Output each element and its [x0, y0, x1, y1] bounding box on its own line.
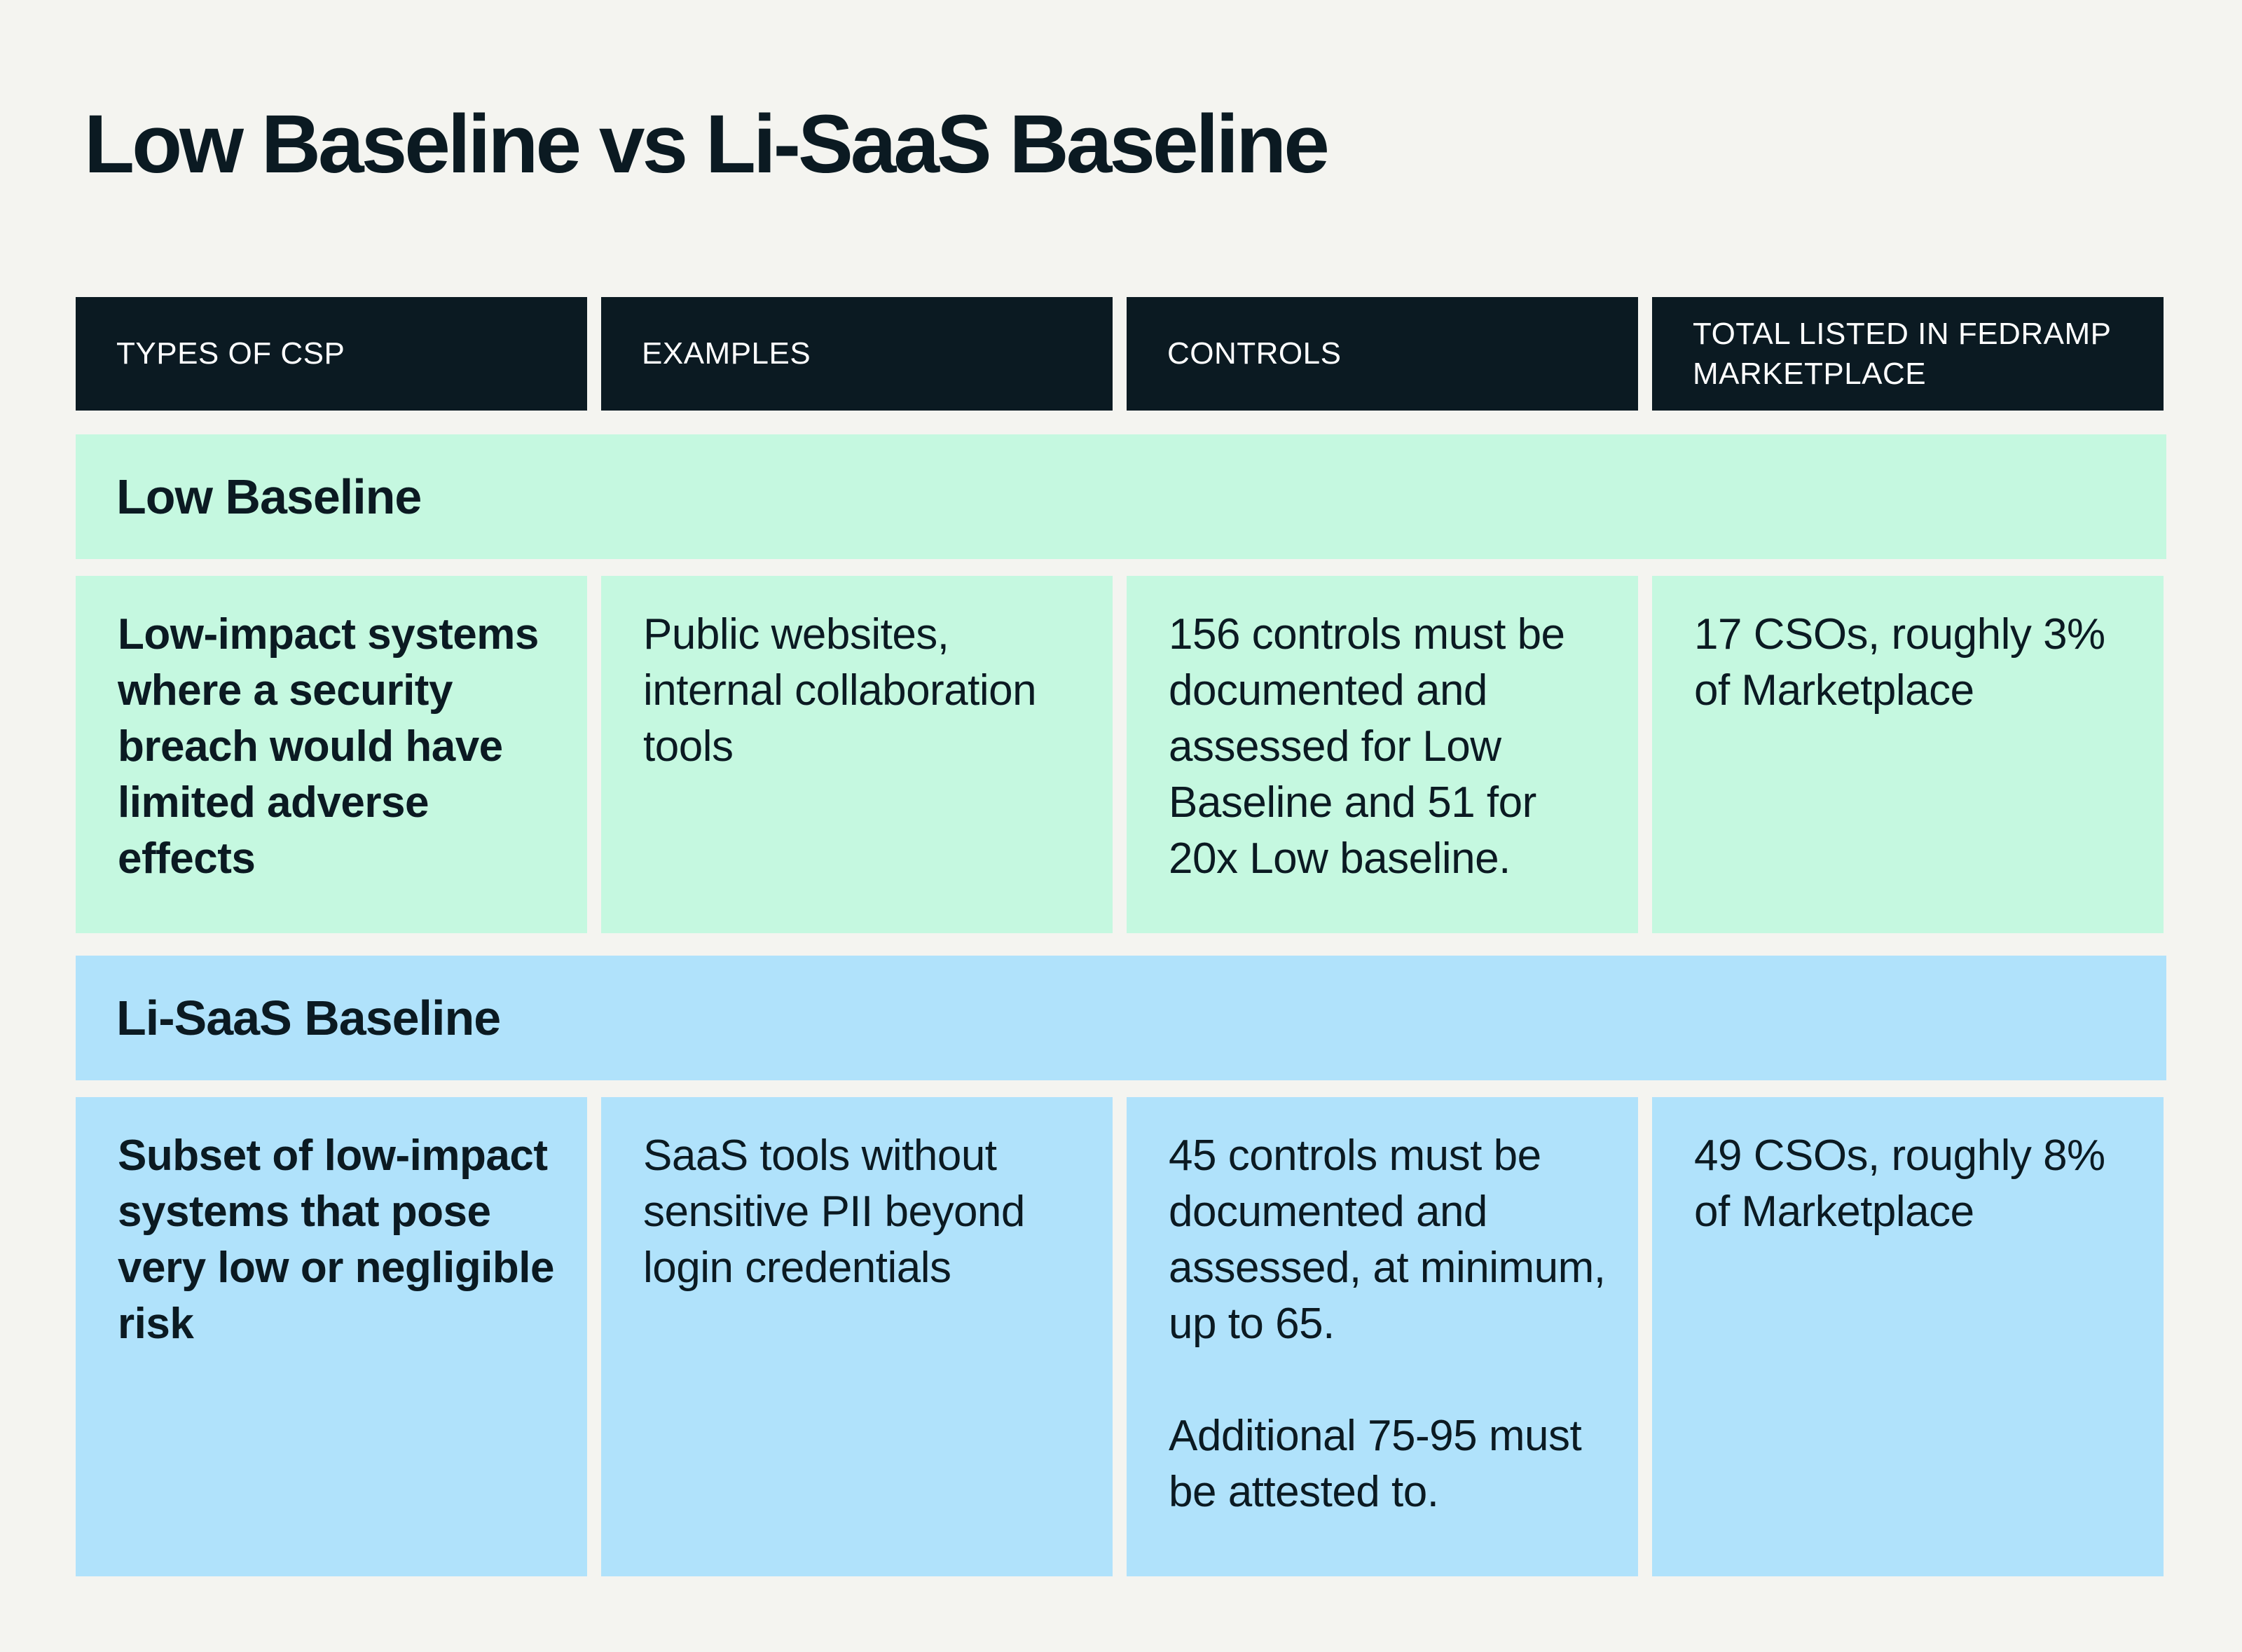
li-saas-controls-cell: 45 controls must be documented and asses… [1127, 1097, 1638, 1576]
li-saas-examples-cell: SaaS tools without sensitive PII beyond … [601, 1097, 1113, 1576]
low-baseline-total-cell: 17 CSOs, roughly 3% of Marketplace [1652, 576, 2164, 933]
section-heading-low-baseline: Low Baseline [76, 434, 2166, 559]
li-saas-type-cell: Subset of low-impact systems that pose v… [76, 1097, 587, 1576]
column-header-examples: EXAMPLES [601, 297, 1113, 411]
li-saas-total-cell: 49 CSOs, roughly 8% of Marketplace [1652, 1097, 2164, 1576]
page-title: Low Baseline vs Li-SaaS Baseline [84, 98, 1330, 191]
li-saas-controls-attested-text: Additional 75-95 must be attested to. [1169, 1412, 1582, 1516]
low-baseline-examples-cell: Public websites, internal collaboration … [601, 576, 1113, 933]
column-header-types-of-csp: TYPES OF CSP [76, 297, 587, 411]
section-heading-li-saas-baseline: Li-SaaS Baseline [76, 956, 2166, 1080]
li-saas-controls-text: 45 controls must be documented and asses… [1169, 1131, 1606, 1348]
column-header-total-listed: TOTAL LISTED IN FEDRAMP MARKETPLACE [1652, 297, 2164, 411]
low-baseline-type-cell: Low-impact systems where a security brea… [76, 576, 587, 933]
low-baseline-controls-text: 156 controls must be documented and asse… [1169, 610, 1565, 883]
low-baseline-controls-cell: 156 controls must be documented and asse… [1127, 576, 1638, 933]
column-header-controls: CONTROLS [1127, 297, 1638, 411]
